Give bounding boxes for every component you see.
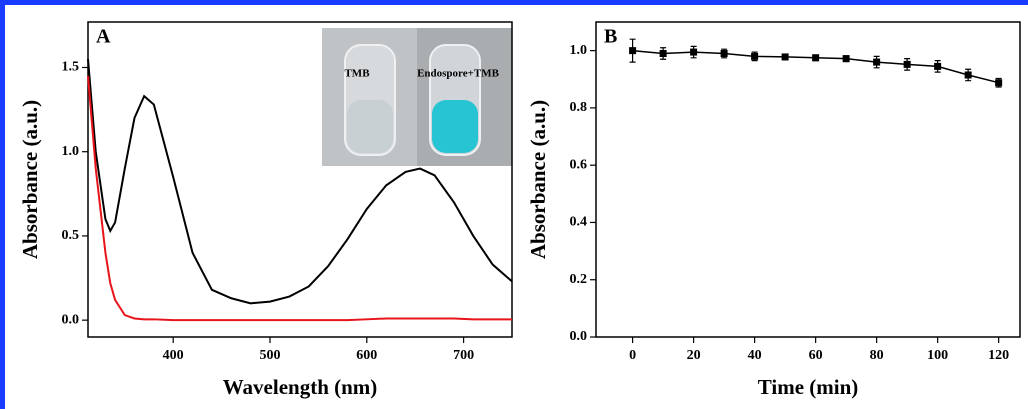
panel-label: A bbox=[96, 26, 111, 48]
marker bbox=[781, 53, 789, 61]
x-tick-label: 80 bbox=[870, 348, 884, 363]
marker bbox=[751, 52, 759, 60]
y-tick-label: 0.8 bbox=[570, 100, 588, 115]
marker bbox=[964, 71, 972, 79]
x-axis-title: Time (min) bbox=[758, 375, 859, 399]
y-tick-label: 0.0 bbox=[570, 329, 588, 344]
marker bbox=[842, 55, 850, 63]
panel-label: B bbox=[604, 26, 617, 48]
y-tick-label: 0.0 bbox=[62, 312, 80, 327]
y-tick-label: 0.4 bbox=[570, 215, 588, 230]
inset-label: Endospore+TMB bbox=[417, 68, 500, 80]
plot-frame bbox=[595, 21, 1021, 338]
y-axis-title: Absorbance (a.u.) bbox=[526, 100, 550, 259]
x-axis-title: Wavelength (nm) bbox=[223, 375, 378, 399]
plot-frame bbox=[87, 21, 513, 338]
y-tick-label: 0.5 bbox=[62, 228, 80, 243]
marker bbox=[934, 62, 942, 70]
x-tick-label: 700 bbox=[453, 348, 474, 363]
x-tick-label: 40 bbox=[748, 348, 762, 363]
y-tick-label: 1.5 bbox=[62, 60, 80, 75]
marker bbox=[812, 54, 820, 62]
x-tick-label: 400 bbox=[163, 348, 184, 363]
x-tick-label: 60 bbox=[809, 348, 823, 363]
x-tick-label: 500 bbox=[259, 348, 280, 363]
spectrum-line bbox=[87, 58, 513, 305]
x-tick-label: 600 bbox=[356, 348, 377, 363]
marker bbox=[720, 50, 728, 57]
marker bbox=[873, 58, 881, 66]
y-tick-label: 1.0 bbox=[570, 43, 588, 58]
x-tick-label: 0 bbox=[629, 348, 636, 363]
inset-photo bbox=[322, 28, 512, 166]
x-tick-label: 100 bbox=[927, 348, 948, 363]
marker bbox=[659, 50, 667, 57]
frame-top bbox=[0, 0, 1028, 5]
marker bbox=[903, 60, 911, 68]
inset-label: TMB bbox=[344, 68, 370, 80]
marker bbox=[690, 48, 698, 56]
marker bbox=[629, 47, 637, 55]
x-tick-label: 120 bbox=[988, 348, 1009, 363]
frame-left bbox=[0, 0, 5, 409]
spectrum-line bbox=[87, 75, 512, 322]
y-tick-label: 0.6 bbox=[570, 157, 588, 172]
marker bbox=[995, 79, 1003, 87]
x-tick-label: 20 bbox=[687, 348, 701, 363]
y-axis-title: Absorbance (a.u.) bbox=[18, 100, 42, 259]
y-tick-label: 0.2 bbox=[570, 272, 588, 287]
y-tick-label: 1.0 bbox=[62, 144, 80, 159]
